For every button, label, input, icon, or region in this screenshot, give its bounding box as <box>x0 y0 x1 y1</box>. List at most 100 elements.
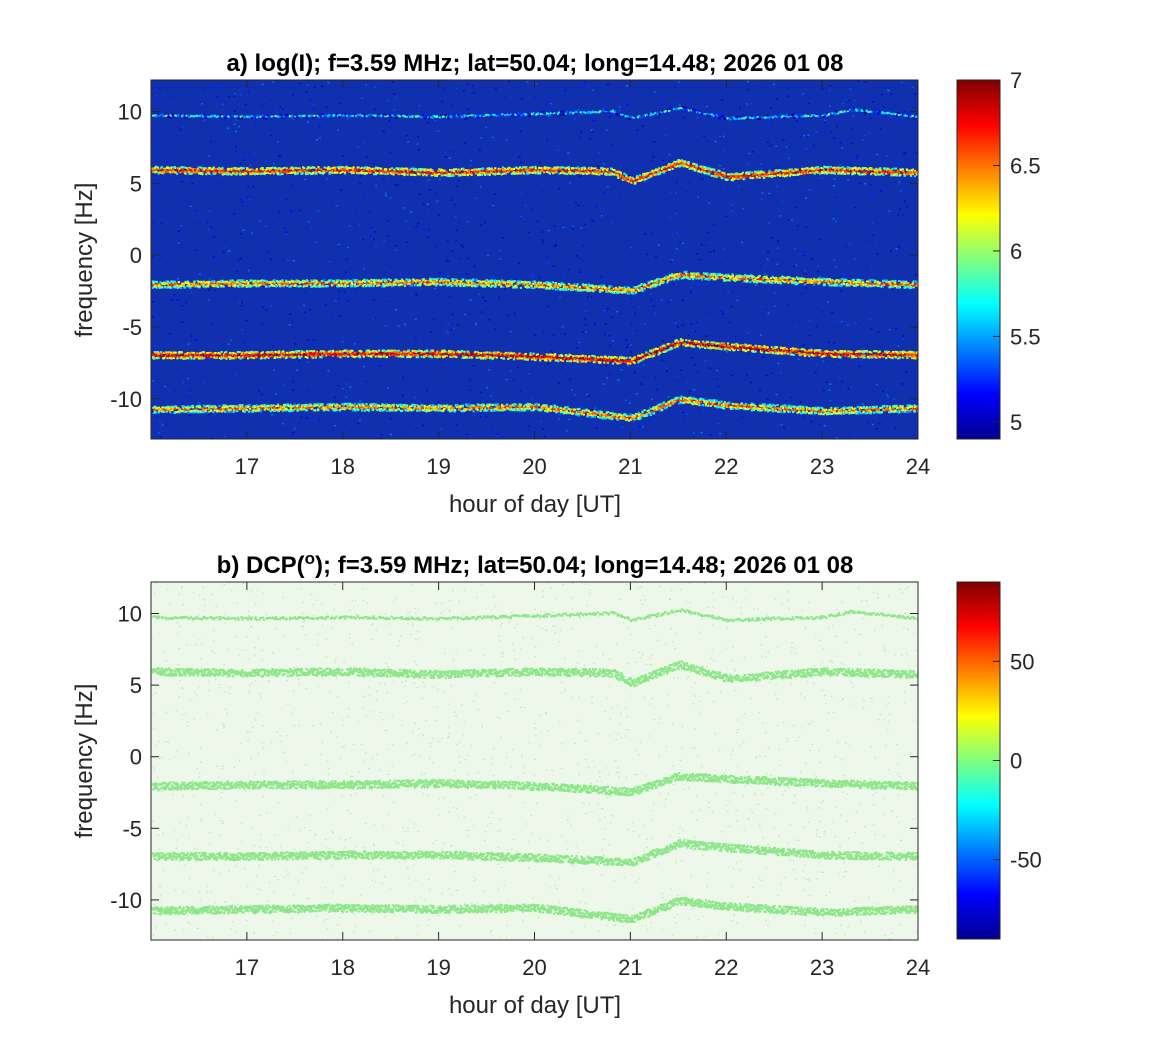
noise-speck <box>655 255 657 258</box>
trace-0-cell <box>213 116 216 119</box>
noise-speck <box>813 214 816 216</box>
trace-0-cell <box>446 115 449 118</box>
noise-speck <box>479 185 482 188</box>
trace-1-cell <box>219 168 222 171</box>
noise-speck <box>492 417 495 420</box>
trace-1-cell <box>397 172 400 175</box>
trace-1-cell <box>642 172 645 175</box>
noise-speck <box>292 94 295 96</box>
trace-1-cell <box>721 171 724 174</box>
trace-1-cell <box>676 160 679 163</box>
noise-speck <box>743 264 746 266</box>
trace-1-cell <box>650 174 653 177</box>
trace-2-cell <box>416 280 420 282</box>
trace-1-cell <box>719 174 722 177</box>
trace-1-cell <box>753 174 756 177</box>
trace-0-cell <box>217 115 220 118</box>
noise-speck <box>745 374 748 376</box>
trace-1-cell <box>708 171 711 174</box>
trace-1-cell <box>464 173 467 176</box>
noise-speck <box>418 149 421 151</box>
noise-speck <box>712 224 715 226</box>
trace-0-cell <box>291 114 294 117</box>
trace-1-cell <box>451 172 455 175</box>
trace-1-cell <box>871 172 874 175</box>
trace-1-cell <box>526 170 529 173</box>
noise-speck <box>151 256 154 258</box>
trace-1-cell <box>183 166 186 169</box>
trace-0-cell <box>729 116 733 119</box>
trace-1-cell <box>871 170 874 173</box>
trace-1-cell <box>672 164 675 167</box>
noise-speck <box>475 321 478 324</box>
trace-1-cell <box>167 167 170 170</box>
trace-1-cell <box>352 172 355 174</box>
trace-1-cell <box>576 166 579 169</box>
trace-1-cell <box>649 171 652 174</box>
trace-2-cell <box>236 284 239 287</box>
noise-speck <box>799 136 802 138</box>
noise-speck <box>455 385 458 388</box>
trace-1-cell <box>450 175 453 178</box>
noise-speck <box>282 423 285 425</box>
noise-speck <box>550 350 553 352</box>
trace-1-cell <box>834 171 837 174</box>
trace-1-cell <box>339 172 342 174</box>
trace-1-cell <box>568 166 571 169</box>
noise-speck <box>838 376 841 379</box>
noise-speck <box>802 93 805 95</box>
noise-speck <box>560 89 563 91</box>
noise-speck <box>805 135 808 138</box>
trace-1-cell <box>610 167 613 170</box>
trace-1-cell <box>448 173 451 176</box>
trace-1-cell <box>697 170 700 172</box>
trace-2-cell <box>318 281 321 284</box>
trace-1-cell <box>184 170 187 173</box>
trace-0-cell <box>479 114 482 117</box>
noise-speck <box>880 93 883 96</box>
noise-speck <box>653 91 656 93</box>
trace-1-cell <box>657 173 660 176</box>
noise-speck <box>870 117 872 120</box>
noise-speck <box>467 257 470 260</box>
trace-1-cell <box>786 173 789 176</box>
noise-speck <box>803 134 806 137</box>
trace-0-cell <box>200 116 203 119</box>
trace-1-cell <box>606 169 609 171</box>
trace-1-cell <box>803 172 806 175</box>
noise-speck <box>654 312 656 315</box>
noise-speck <box>306 84 309 86</box>
noise-speck <box>579 271 582 273</box>
noise-speck <box>307 220 310 223</box>
noise-speck <box>358 419 361 422</box>
noise-speck <box>303 90 306 93</box>
trace-2-cell <box>232 284 235 287</box>
trace-1-cell <box>620 174 623 177</box>
trace-1-cell <box>342 167 345 170</box>
noise-speck <box>334 299 337 302</box>
noise-speck <box>760 334 762 336</box>
trace-1-cell <box>536 172 540 175</box>
trace-2-cell <box>153 280 156 283</box>
noise-speck <box>580 130 583 133</box>
trace-1-cell <box>490 167 493 170</box>
noise-speck <box>682 421 685 424</box>
trace-1-cell <box>197 170 200 173</box>
trace-1-cell <box>864 168 867 171</box>
trace-0-cell <box>679 107 682 110</box>
trace-0-cell <box>741 117 744 120</box>
noise-speck <box>603 309 606 312</box>
noise-speck <box>234 110 236 112</box>
trace-0-cell <box>578 112 581 115</box>
trace-2-cell <box>480 281 483 284</box>
noise-speck <box>627 343 630 346</box>
trace-1-cell <box>341 170 344 173</box>
noise-speck <box>233 123 236 125</box>
trace-1-cell <box>815 166 818 169</box>
trace-1-cell <box>279 173 282 176</box>
noise-speck <box>230 339 233 342</box>
trace-0-cell <box>241 117 244 120</box>
trace-1-cell <box>221 167 224 170</box>
trace-1-cell <box>893 167 896 170</box>
noise-speck <box>176 299 179 301</box>
